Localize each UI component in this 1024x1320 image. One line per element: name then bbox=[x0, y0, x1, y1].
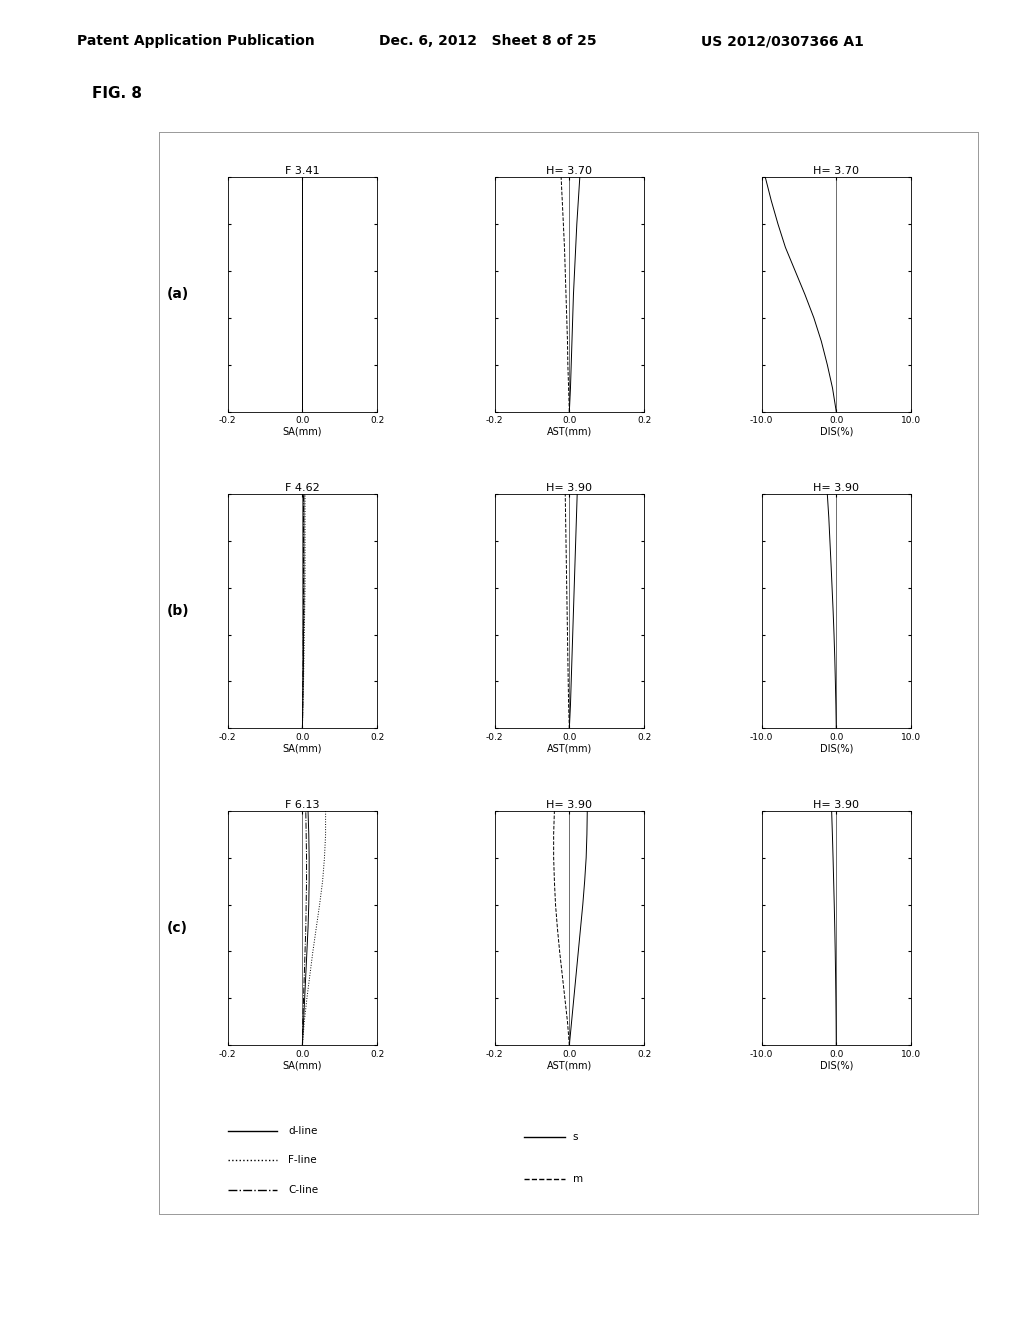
Title: H= 3.70: H= 3.70 bbox=[813, 166, 859, 177]
Text: d-line: d-line bbox=[289, 1126, 317, 1135]
Text: F-line: F-line bbox=[289, 1155, 317, 1166]
Title: F 6.13: F 6.13 bbox=[285, 800, 319, 810]
X-axis label: SA(mm): SA(mm) bbox=[283, 1060, 323, 1071]
Title: H= 3.90: H= 3.90 bbox=[813, 483, 859, 494]
Text: (c): (c) bbox=[167, 921, 188, 935]
Text: (a): (a) bbox=[167, 288, 189, 301]
Title: H= 3.70: H= 3.70 bbox=[547, 166, 592, 177]
Title: H= 3.90: H= 3.90 bbox=[547, 800, 592, 810]
Text: s: s bbox=[572, 1133, 579, 1142]
Text: US 2012/0307366 A1: US 2012/0307366 A1 bbox=[701, 34, 864, 49]
Text: FIG. 8: FIG. 8 bbox=[92, 86, 142, 100]
Text: (b): (b) bbox=[167, 605, 189, 618]
X-axis label: AST(mm): AST(mm) bbox=[547, 743, 592, 754]
X-axis label: SA(mm): SA(mm) bbox=[283, 743, 323, 754]
X-axis label: SA(mm): SA(mm) bbox=[283, 426, 323, 437]
Title: F 4.62: F 4.62 bbox=[285, 483, 319, 494]
Text: C-line: C-line bbox=[289, 1185, 318, 1195]
Text: m: m bbox=[572, 1173, 583, 1184]
X-axis label: DIS(%): DIS(%) bbox=[819, 1060, 853, 1071]
X-axis label: DIS(%): DIS(%) bbox=[819, 743, 853, 754]
Text: Dec. 6, 2012   Sheet 8 of 25: Dec. 6, 2012 Sheet 8 of 25 bbox=[379, 34, 597, 49]
Title: F 3.41: F 3.41 bbox=[285, 166, 319, 177]
Title: H= 3.90: H= 3.90 bbox=[813, 800, 859, 810]
X-axis label: AST(mm): AST(mm) bbox=[547, 426, 592, 437]
X-axis label: AST(mm): AST(mm) bbox=[547, 1060, 592, 1071]
X-axis label: DIS(%): DIS(%) bbox=[819, 426, 853, 437]
Title: H= 3.90: H= 3.90 bbox=[547, 483, 592, 494]
Text: Patent Application Publication: Patent Application Publication bbox=[77, 34, 314, 49]
